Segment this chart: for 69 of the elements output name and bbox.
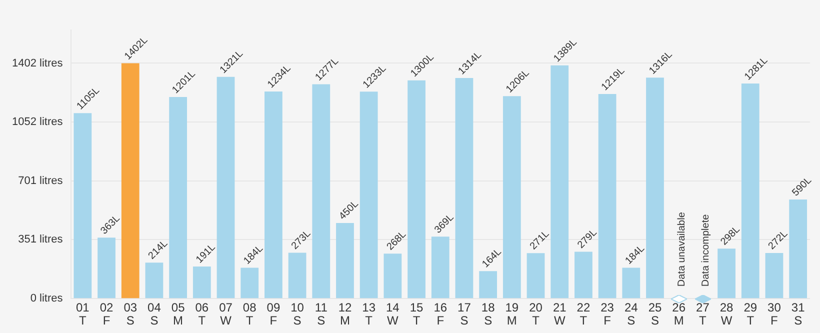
x-tick-label: 15 T [410,300,424,328]
x-tick-label: 28 W [720,300,734,328]
annotation: Data unavailable [676,212,688,287]
x-tick-label: 30 F [768,300,782,328]
y-tick-label: 351 litres [18,234,64,246]
bar [288,252,306,298]
bar [741,84,760,298]
y-tick-label: 701 litres [18,174,64,187]
x-tick-label: 05 M [171,300,186,328]
x-tick-label: 20 T [529,300,543,328]
bar [312,84,330,298]
bar [240,268,259,298]
x-tick-label: 03 S [124,300,138,328]
bar [216,76,235,298]
bar [169,96,188,298]
bar [121,63,140,298]
data-label: 450L [337,198,362,222]
x-tick-label: 24 S [624,300,638,328]
y-tick-label: 1052 litres [12,116,64,128]
x-tick-label: 02 F [100,300,114,328]
bar [550,65,569,298]
x-tick-label: 16 F [434,300,448,328]
annotation: Data incomplete [700,214,712,287]
x-tick-label: 26 M [672,300,686,328]
y-tick-label: 0 litres [30,292,64,305]
bar [479,271,498,298]
bar [765,252,784,298]
x-tick-label: 09 F [266,300,280,328]
x-tick-label: 13 T [362,300,376,328]
bar [360,92,378,298]
bar [98,238,116,298]
x-tick-label: 25 S [648,300,662,328]
bar [431,236,450,298]
x-tick-label: 04 S [148,300,162,328]
bar [408,80,426,298]
x-tick-label: 14 W [386,300,400,328]
bar [574,252,592,298]
bar [455,78,474,298]
x-tick-label: 11 S [314,300,328,328]
y-tick-label: 1402 litres [12,57,64,70]
x-tick-label: 01 T [76,300,90,328]
bar [336,223,354,298]
data-label: 590L [790,174,814,199]
x-tick-label: 29 T [744,300,758,328]
bar [789,200,808,298]
bar [718,248,736,298]
x-tick-label: 10 S [290,300,304,328]
x-tick-label: 19 M [505,300,519,328]
bar [145,262,164,298]
bar [264,91,282,298]
x-tick-label: 06 T [195,300,209,328]
x-tick-label: 08 T [242,300,257,328]
bar [646,78,664,298]
bar [622,268,640,298]
x-tick-label: 12 M [338,300,352,328]
bar [192,266,211,298]
x-tick-label: 22 T [576,300,590,328]
bar [526,253,545,298]
x-tick-label: 18 S [481,300,496,328]
x-tick-label: 21 W [552,300,567,328]
bar [74,113,92,298]
x-tick-label: 17 S [458,300,472,328]
bar [384,254,402,298]
bar [598,94,616,298]
x-tick-label: 23 F [600,300,614,328]
x-tick-label: 27 T [696,300,710,328]
bar [502,96,521,298]
x-tick-label: 31 S [791,300,806,328]
x-tick-label: 07 W [219,300,233,328]
